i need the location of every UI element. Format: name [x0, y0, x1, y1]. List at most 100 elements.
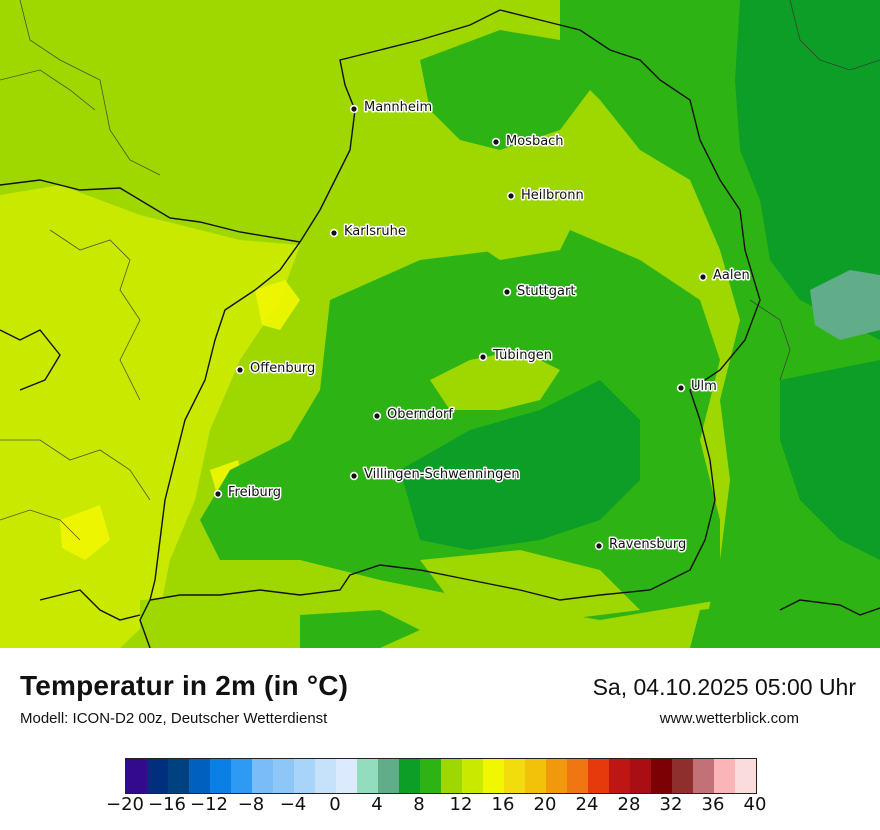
legend-tick-label: 28 — [617, 794, 641, 815]
legend-tick-label: −8 — [237, 794, 265, 815]
city-label: Mosbach — [506, 134, 564, 149]
city-label: Karlsruhe — [344, 224, 406, 239]
city-label: Tübingen — [492, 348, 552, 363]
city-dot — [506, 191, 516, 201]
legend-tick-label: 8 — [413, 794, 425, 815]
legend-swatch — [630, 759, 651, 793]
city-label: Villingen-Schwenningen — [364, 467, 520, 482]
legend-swatch — [336, 759, 357, 793]
legend-tick-label: −16 — [148, 794, 186, 815]
legend-swatch — [420, 759, 441, 793]
city-villingen-schwenningen: Villingen-Schwenningen — [349, 466, 521, 484]
legend-swatch — [483, 759, 504, 793]
legend-swatch — [189, 759, 210, 793]
city-tuebingen: Tübingen — [478, 347, 554, 365]
city-dot — [349, 471, 359, 481]
city-ravensburg: Ravensburg — [594, 536, 688, 554]
legend-swatch — [210, 759, 231, 793]
light-patch-1 — [430, 350, 560, 410]
legend-tick-label: 0 — [329, 794, 341, 815]
light-patch-2 — [470, 190, 580, 260]
legend-swatch — [609, 759, 630, 793]
legend-tick-label: 40 — [743, 794, 767, 815]
legend-swatch — [651, 759, 672, 793]
legend-swatch — [567, 759, 588, 793]
city-dot — [491, 137, 501, 147]
city-dot — [329, 228, 339, 238]
state-borders — [0, 9, 880, 648]
city-dot — [372, 411, 382, 421]
legend-swatch — [231, 759, 252, 793]
legend-swatch — [378, 759, 399, 793]
legend-swatch — [441, 759, 462, 793]
legend-tick-label: 20 — [533, 794, 557, 815]
city-dot — [594, 541, 604, 551]
city-mosbach: Mosbach — [491, 133, 565, 151]
east-dark-zone-south — [780, 360, 880, 560]
county-borders — [0, 0, 880, 541]
city-label: Mannheim — [364, 100, 432, 115]
city-oberndorf: Oberndorf — [372, 406, 455, 424]
alb-dark-zone — [400, 380, 640, 550]
legend-swatch — [546, 759, 567, 793]
city-offenburg: Offenburg — [235, 360, 317, 378]
city-label: Stuttgart — [517, 284, 575, 299]
legend-swatch — [252, 759, 273, 793]
city-dot — [698, 272, 708, 282]
map-footer: Temperatur in 2m (in °C) Modell: ICON-D2… — [0, 648, 880, 830]
city-ulm: Ulm — [676, 378, 718, 396]
legend-swatch — [399, 759, 420, 793]
city-markers: Mannheim Mosbach Heilbronn Karlsruhe Aal… — [213, 99, 751, 554]
city-label: Ulm — [691, 379, 717, 394]
city-label: Heilbronn — [521, 188, 584, 203]
legend-swatch — [357, 759, 378, 793]
legend-swatch — [525, 759, 546, 793]
south-edge-green — [300, 600, 880, 648]
legend-tick-label: 24 — [575, 794, 599, 815]
legend-swatch — [714, 759, 735, 793]
legend-swatch — [126, 759, 147, 793]
legend-ticks: −20 −16 −12 −8 −4 0 4 8 12 16 20 24 28 32 36 40 — [106, 794, 766, 824]
model-info: Modell: ICON-D2 00z, Deutscher Wetterdie… — [20, 710, 328, 727]
legend-tick-label: −4 — [279, 794, 307, 815]
legend-tick-label: 4 — [371, 794, 383, 815]
legend-tick-label: −20 — [106, 794, 144, 815]
north-green-zone — [420, 30, 590, 150]
city-dot — [213, 489, 223, 499]
city-mannheim: Mannheim — [349, 99, 434, 117]
city-heilbronn: Heilbronn — [506, 187, 585, 205]
city-dot — [235, 365, 245, 375]
legend-swatch — [588, 759, 609, 793]
legend-swatch — [168, 759, 189, 793]
forecast-datetime: Sa, 04.10.2025 05:00 Uhr — [592, 674, 856, 700]
city-dot — [349, 104, 359, 114]
legend-swatch — [315, 759, 336, 793]
legend-swatch — [735, 759, 756, 793]
legend-swatch — [504, 759, 525, 793]
light-patch-3 — [420, 550, 640, 620]
temperature-map: Mannheim Mosbach Heilbronn Karlsruhe Aal… — [0, 0, 880, 648]
city-dot — [676, 383, 686, 393]
legend-swatch — [693, 759, 714, 793]
city-karlsruhe: Karlsruhe — [329, 223, 407, 241]
map-canvas: Mannheim Mosbach Heilbronn Karlsruhe Aal… — [0, 0, 880, 648]
city-label: Freiburg — [228, 485, 281, 500]
legend-tick-label: 16 — [491, 794, 515, 815]
website-link: www.wetterblick.com — [659, 710, 799, 727]
legend-swatch — [147, 759, 168, 793]
legend-tick-label: 12 — [449, 794, 473, 815]
legend-swatch — [462, 759, 483, 793]
map-title: Temperatur in 2m (in °C) — [20, 670, 349, 701]
city-aalen: Aalen — [698, 267, 751, 285]
city-label: Ravensburg — [609, 537, 686, 552]
legend-swatch — [294, 759, 315, 793]
legend-tick-label: −12 — [190, 794, 228, 815]
city-label: Aalen — [713, 268, 750, 283]
legend-swatch — [273, 759, 294, 793]
city-dot — [502, 287, 512, 297]
legend-swatch — [672, 759, 693, 793]
east-dark-zone — [735, 0, 880, 340]
city-label: Offenburg — [250, 361, 315, 376]
city-freiburg: Freiburg — [213, 484, 283, 502]
color-legend — [125, 758, 757, 794]
